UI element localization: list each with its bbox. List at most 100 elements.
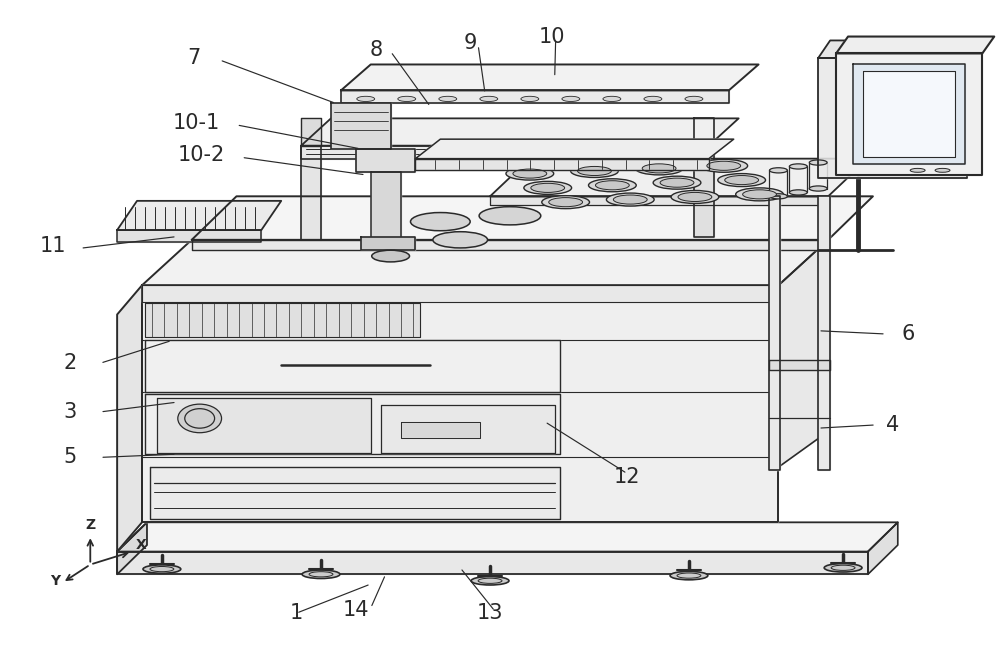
Polygon shape bbox=[778, 240, 828, 467]
Text: Z: Z bbox=[85, 518, 95, 532]
Text: 12: 12 bbox=[614, 467, 641, 487]
Ellipse shape bbox=[357, 96, 375, 102]
Polygon shape bbox=[868, 522, 898, 574]
Ellipse shape bbox=[707, 161, 741, 170]
Ellipse shape bbox=[471, 576, 509, 585]
Text: 1: 1 bbox=[290, 603, 303, 624]
Ellipse shape bbox=[531, 183, 565, 193]
Polygon shape bbox=[836, 37, 994, 54]
Polygon shape bbox=[145, 303, 420, 337]
Ellipse shape bbox=[644, 96, 662, 102]
Polygon shape bbox=[301, 145, 709, 159]
Text: 13: 13 bbox=[477, 603, 503, 624]
Ellipse shape bbox=[824, 563, 862, 572]
Polygon shape bbox=[145, 341, 560, 392]
Polygon shape bbox=[769, 360, 830, 369]
Text: 5: 5 bbox=[64, 447, 77, 468]
Ellipse shape bbox=[506, 167, 554, 180]
Text: 10-1: 10-1 bbox=[173, 113, 220, 133]
Ellipse shape bbox=[411, 213, 470, 231]
Ellipse shape bbox=[549, 198, 583, 207]
Polygon shape bbox=[117, 552, 868, 574]
Ellipse shape bbox=[606, 193, 654, 206]
Polygon shape bbox=[341, 64, 759, 90]
Polygon shape bbox=[331, 103, 391, 149]
Text: 11: 11 bbox=[39, 236, 66, 256]
Text: 7: 7 bbox=[187, 48, 200, 68]
Ellipse shape bbox=[613, 195, 647, 204]
Ellipse shape bbox=[372, 250, 410, 262]
Text: 2: 2 bbox=[64, 353, 77, 373]
Ellipse shape bbox=[769, 168, 787, 173]
Ellipse shape bbox=[143, 565, 181, 573]
Polygon shape bbox=[361, 236, 415, 250]
Polygon shape bbox=[117, 230, 261, 242]
Ellipse shape bbox=[678, 193, 712, 202]
Polygon shape bbox=[157, 398, 371, 453]
Polygon shape bbox=[490, 196, 828, 206]
Polygon shape bbox=[117, 522, 898, 552]
Polygon shape bbox=[381, 405, 555, 453]
Ellipse shape bbox=[603, 96, 621, 102]
Text: Y: Y bbox=[51, 574, 61, 588]
Ellipse shape bbox=[479, 207, 541, 225]
Polygon shape bbox=[818, 58, 967, 178]
Polygon shape bbox=[117, 286, 142, 552]
Polygon shape bbox=[853, 64, 965, 164]
Polygon shape bbox=[401, 422, 480, 438]
Text: X: X bbox=[136, 538, 147, 552]
Polygon shape bbox=[301, 145, 321, 240]
Polygon shape bbox=[142, 286, 778, 301]
Ellipse shape bbox=[439, 96, 457, 102]
Ellipse shape bbox=[660, 178, 694, 187]
Ellipse shape bbox=[809, 186, 827, 191]
Ellipse shape bbox=[578, 166, 611, 176]
Ellipse shape bbox=[743, 190, 776, 199]
Ellipse shape bbox=[935, 168, 950, 172]
Ellipse shape bbox=[433, 232, 488, 248]
Text: 8: 8 bbox=[369, 39, 382, 60]
Polygon shape bbox=[769, 196, 780, 470]
Polygon shape bbox=[490, 159, 868, 196]
Ellipse shape bbox=[398, 96, 416, 102]
Ellipse shape bbox=[542, 196, 590, 209]
Ellipse shape bbox=[789, 190, 807, 195]
Polygon shape bbox=[341, 90, 729, 103]
Polygon shape bbox=[142, 286, 778, 522]
Text: 10-2: 10-2 bbox=[178, 145, 225, 166]
Ellipse shape bbox=[562, 96, 580, 102]
Polygon shape bbox=[192, 196, 873, 240]
Text: 3: 3 bbox=[64, 402, 77, 422]
Polygon shape bbox=[356, 149, 415, 172]
Polygon shape bbox=[415, 139, 734, 159]
Ellipse shape bbox=[910, 168, 925, 172]
Ellipse shape bbox=[524, 181, 572, 195]
Ellipse shape bbox=[685, 96, 703, 102]
Polygon shape bbox=[371, 172, 401, 240]
Ellipse shape bbox=[736, 188, 783, 201]
Ellipse shape bbox=[653, 176, 701, 189]
Ellipse shape bbox=[671, 191, 719, 204]
Text: 9: 9 bbox=[463, 33, 477, 53]
Circle shape bbox=[178, 404, 222, 433]
Ellipse shape bbox=[769, 194, 787, 199]
Ellipse shape bbox=[521, 96, 539, 102]
Ellipse shape bbox=[635, 162, 683, 175]
Ellipse shape bbox=[789, 164, 807, 169]
Polygon shape bbox=[415, 159, 709, 170]
Text: 10: 10 bbox=[538, 27, 565, 47]
Polygon shape bbox=[301, 119, 321, 145]
Polygon shape bbox=[145, 394, 560, 454]
Polygon shape bbox=[117, 201, 281, 230]
Polygon shape bbox=[142, 240, 828, 286]
Ellipse shape bbox=[480, 96, 498, 102]
Text: 6: 6 bbox=[901, 324, 914, 344]
Polygon shape bbox=[818, 196, 830, 470]
Polygon shape bbox=[863, 71, 955, 157]
Polygon shape bbox=[150, 467, 560, 519]
Polygon shape bbox=[818, 41, 979, 58]
Ellipse shape bbox=[718, 174, 766, 187]
Text: 4: 4 bbox=[886, 415, 899, 435]
Polygon shape bbox=[301, 119, 739, 145]
Ellipse shape bbox=[302, 570, 340, 578]
